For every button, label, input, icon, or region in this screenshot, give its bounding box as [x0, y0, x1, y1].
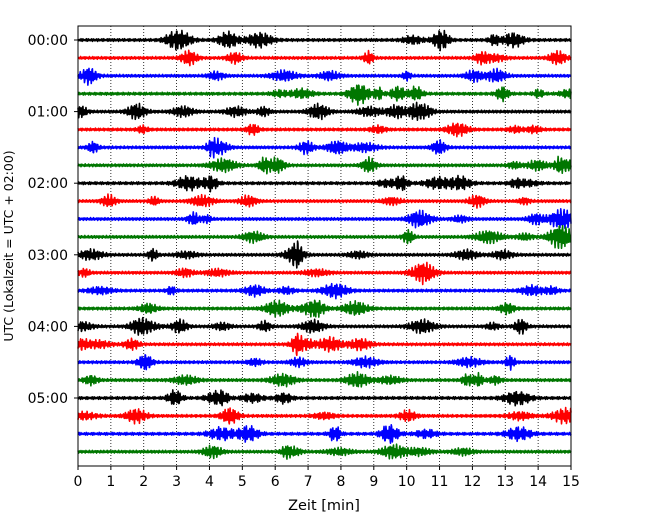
- x-tick-label: 5: [238, 474, 247, 490]
- y-tick-label: 04:00: [28, 319, 68, 335]
- x-axis: 0 1 2 3 4 5 6 7 8 9 10 11 12 13 14 15: [74, 466, 580, 490]
- trace-line: [77, 67, 572, 86]
- x-tick-label: 10: [398, 474, 416, 490]
- x-tick-label: 12: [463, 474, 481, 490]
- y-axis-label: UTC (Lokalzeit = UTC + 02:00): [1, 150, 16, 341]
- trace-line: [77, 174, 572, 193]
- trace-line: [77, 424, 572, 444]
- x-tick-label: 6: [271, 474, 280, 490]
- trace-line: [77, 29, 572, 52]
- x-tick-label: 0: [74, 474, 83, 490]
- trace-line: [77, 225, 572, 250]
- trace-line: [77, 101, 572, 121]
- trace-line: [77, 240, 572, 269]
- trace-line: [77, 261, 572, 286]
- y-tick-label: 03:00: [28, 248, 68, 264]
- trace-layer: [77, 29, 572, 460]
- trace-line: [77, 389, 572, 407]
- trace-line: [77, 406, 572, 425]
- x-tick-label: 2: [139, 474, 148, 490]
- x-axis-label: Zeit [min]: [288, 498, 360, 514]
- x-tick-label: 13: [496, 474, 514, 490]
- trace-line: [77, 122, 572, 138]
- trace-line: [77, 136, 572, 159]
- x-tick-label: 9: [369, 474, 378, 490]
- x-tick-label: 1: [106, 474, 115, 490]
- trace-line: [77, 299, 572, 318]
- trace-line: [77, 49, 572, 67]
- x-tick-label: 8: [336, 474, 345, 490]
- y-tick-label: 00:00: [28, 33, 68, 49]
- trace-line: [77, 282, 572, 300]
- trace-line: [77, 354, 572, 371]
- y-tick-label: 02:00: [28, 176, 68, 192]
- y-axis: 00:00 01:00 02:00 03:00 04:00 05:00: [28, 33, 78, 407]
- x-tick-label: 7: [304, 474, 313, 490]
- y-tick-label: 05:00: [28, 391, 68, 407]
- y-tick-label: 01:00: [28, 105, 68, 121]
- x-tick-label: 11: [431, 474, 449, 490]
- plot-frame: [77, 25, 572, 467]
- grid-layer: [110, 26, 539, 466]
- trace-line: [77, 316, 572, 336]
- trace-line: [77, 155, 572, 175]
- trace-line: [77, 371, 572, 388]
- trace-line: [77, 193, 572, 209]
- x-tick-label: 14: [529, 474, 547, 490]
- trace-line: [77, 207, 572, 229]
- x-tick-label: 15: [562, 474, 580, 490]
- trace-line: [77, 84, 572, 106]
- x-tick-label: 3: [172, 474, 181, 490]
- trace-line: [77, 332, 572, 357]
- trace-line: [77, 443, 572, 460]
- x-tick-label: 4: [205, 474, 214, 490]
